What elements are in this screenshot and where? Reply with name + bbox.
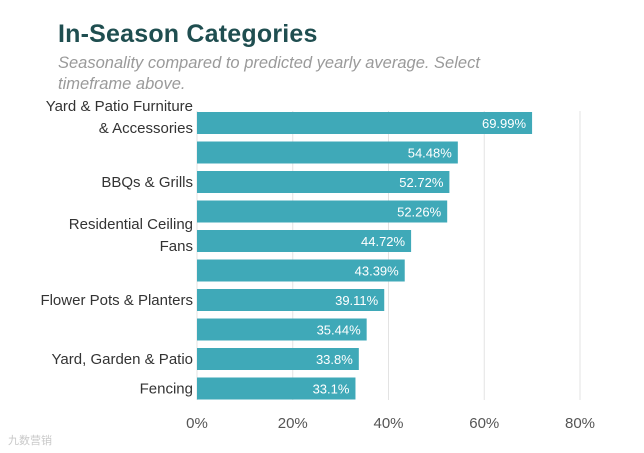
watermark: 九数营销: [8, 435, 52, 447]
bar: [197, 171, 450, 193]
x-tick-label: 40%: [373, 415, 403, 432]
x-tick-label: 0%: [186, 415, 208, 432]
chart-subtitle: Seasonality compared to predicted yearly…: [58, 54, 480, 93]
bar: [197, 230, 412, 252]
chart-title: In-Season Categories: [58, 20, 318, 48]
bar: [197, 348, 359, 370]
bar-value-label: 35.44%: [317, 323, 362, 338]
x-tick-label: 80%: [565, 415, 595, 432]
bar-value-label: 33.8%: [316, 352, 353, 367]
bar-value-label: 52.72%: [399, 175, 444, 190]
x-tick-label: 60%: [469, 415, 499, 432]
bar-value-label: 52.26%: [397, 205, 442, 220]
category-label: Yard, Garden & Patio: [52, 351, 193, 368]
category-label: Residential Ceiling Fans: [69, 216, 193, 255]
bar: [197, 141, 458, 164]
bar: [197, 377, 356, 400]
category-label: Fencing: [140, 381, 193, 398]
bar: [197, 112, 533, 134]
bar: [197, 200, 448, 223]
x-tick-label: 20%: [278, 415, 308, 432]
bar-value-label: 33.1%: [313, 382, 350, 397]
bar-value-label: 39.11%: [335, 293, 379, 308]
category-label: Yard & Patio Furniture & Accessories: [46, 98, 193, 137]
bar: [197, 318, 367, 341]
category-label: Flower Pots & Planters: [40, 292, 193, 309]
bar-value-label: 69.99%: [482, 116, 527, 131]
bar-value-label: 44.72%: [361, 234, 406, 249]
bar-value-label: 54.48%: [408, 146, 453, 161]
bar: [197, 259, 405, 282]
bar: [197, 289, 385, 311]
bar-value-label: 43.39%: [355, 264, 400, 279]
category-label: BBQs & Grills: [101, 174, 193, 191]
